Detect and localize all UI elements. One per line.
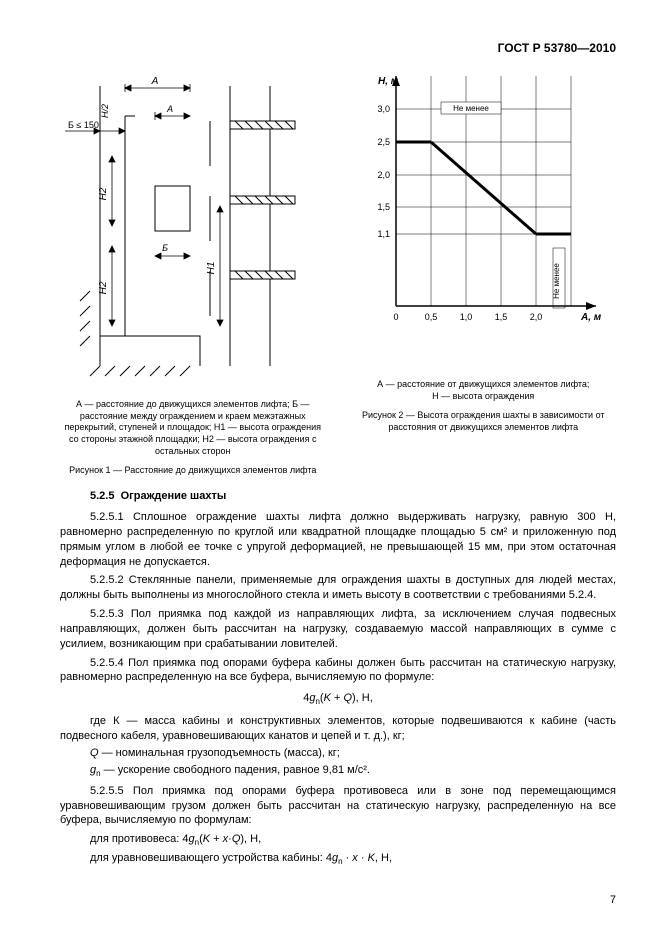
xlabel: А, м [580, 312, 601, 323]
p-5254: 5.2.5.4 Пол приямка под опорами буфера к… [60, 656, 616, 686]
ytick-2: 2,0 [377, 170, 390, 180]
annot-top: Не менее [453, 104, 489, 113]
p-5251: 5.2.5.1 Сплошное ограждение шахты лифта … [60, 510, 616, 569]
figure-1: A А Б ≤ 150 H/2 [60, 66, 326, 477]
figure-1-legend: А — расстояние до движущихся элементов л… [60, 399, 326, 457]
doc-header: ГОСТ Р 53780—2010 [60, 40, 616, 56]
section-num: 5.2.5 [90, 490, 114, 502]
dim-A-small: А [166, 104, 173, 114]
where-Q: Q — номинальная грузоподъемность (масса)… [60, 746, 616, 761]
dim-B: Б ≤ 150 [68, 120, 99, 130]
figure-1-svg: A А Б ≤ 150 H/2 [60, 66, 310, 386]
dim-H2t: H/2 [100, 104, 110, 118]
xtick-0: 0 [393, 312, 398, 322]
where-K: где К — масса кабины и конструктивных эл… [60, 714, 616, 744]
figure-1-caption: Рисунок 1 — Расстояние до движущихся эле… [60, 465, 326, 477]
figure-2-legend: А — расстояние от движущихся элементов л… [351, 379, 617, 402]
xtick-1: 0,5 [424, 312, 437, 322]
p-5255: 5.2.5.5 Пол приямка под опорами буфера п… [60, 784, 616, 829]
ytick-3: 2,5 [377, 137, 390, 147]
page-number: 7 [60, 893, 616, 908]
formula-2a: для противовеса: 4gn(K + x·Q), Н, [60, 832, 616, 849]
ylabel: Н, м [378, 76, 399, 87]
ytick-4: 3,0 [377, 104, 390, 114]
ytick-0: 1,1 [377, 229, 390, 239]
xtick-4: 2,0 [529, 312, 542, 322]
figure-2-caption: Рисунок 2 — Высота ограждения шахты в за… [351, 410, 617, 433]
section-title: 5.2.5 Ограждение шахты [90, 489, 616, 504]
formula-2b: для уравновешивающего устройства кабины:… [60, 851, 616, 868]
annot-right: Не менее [552, 263, 561, 299]
p-5253: 5.2.5.3 Пол приямка под каждой из направ… [60, 607, 616, 652]
dim-H2: H2 [98, 187, 109, 200]
dim-H2b: H2 [98, 281, 109, 294]
xtick-3: 1,5 [494, 312, 507, 322]
figure-2-svg: Не менее Не менее 1,1 1,5 2,0 2,5 3,0 0 … [351, 66, 601, 366]
where-g: gn — ускорение свободного падения, равно… [60, 763, 616, 780]
figures-row: A А Б ≤ 150 H/2 [60, 66, 616, 477]
formula-1: 4gn(K + Q), Н, [60, 691, 616, 708]
dim-A: A [151, 76, 159, 87]
dim-H1: H1 [206, 262, 217, 275]
figure-2: Не менее Не менее 1,1 1,5 2,0 2,5 3,0 0 … [351, 66, 617, 434]
section-name: Ограждение шахты [121, 490, 227, 502]
p-5252: 5.2.5.2 Стеклянные панели, применяемые д… [60, 573, 616, 603]
xtick-2: 1,0 [459, 312, 472, 322]
ytick-1: 1,5 [377, 202, 390, 212]
dim-B-small: Б [162, 243, 168, 253]
